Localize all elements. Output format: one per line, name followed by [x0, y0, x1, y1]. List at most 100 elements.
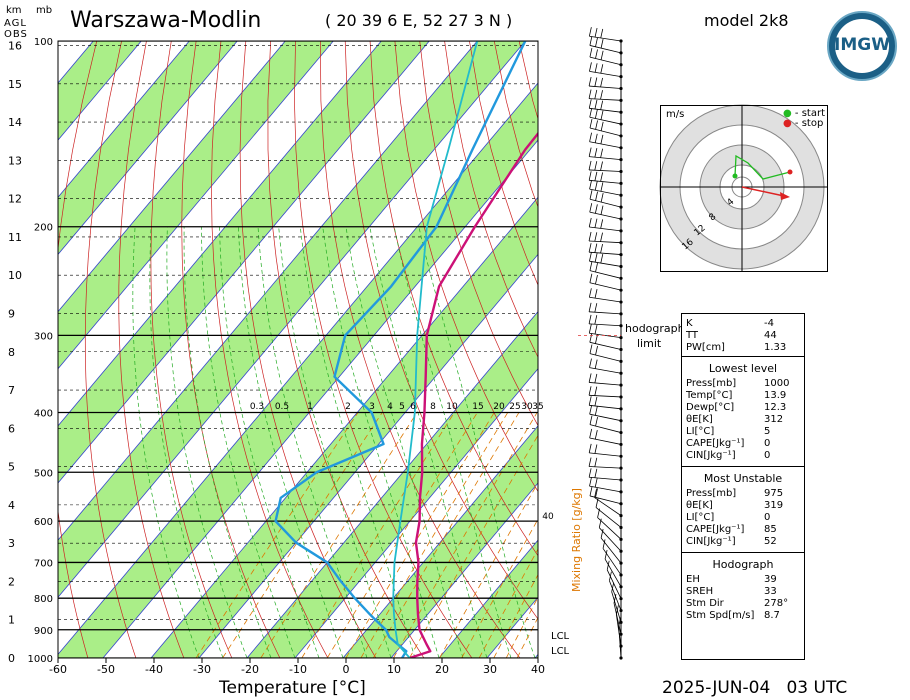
km-tick-label: 8	[8, 346, 15, 359]
wind-barb-feather	[594, 359, 598, 369]
dry-adiabat	[84, 41, 137, 658]
wind-level-dot	[619, 585, 623, 589]
index-lowest-value: 5	[764, 426, 771, 437]
index-unstable-value: 975	[764, 488, 784, 499]
index-unstable-value: 85	[764, 524, 777, 535]
hodograph-limit-label-2: limit	[637, 337, 662, 350]
index-top-row: TT 44	[682, 330, 804, 342]
hodograph-start-dot	[732, 173, 738, 179]
stop-dot-icon: ●	[783, 118, 792, 129]
wind-barb-feather	[594, 289, 598, 299]
km-tick-label: 15	[8, 78, 22, 91]
wind-barb-feather	[588, 443, 592, 453]
index-lowest-value: 0	[764, 438, 771, 449]
wind-barb-feather	[600, 28, 604, 39]
dry-adiabat	[842, 41, 910, 658]
mixing-ratio-label: 15	[472, 402, 483, 412]
temperature-tick-label: -20	[241, 663, 259, 676]
pressure-tick-label: 100	[34, 37, 53, 48]
hodograph-stop-dot	[787, 169, 793, 175]
dry-adiabat	[817, 41, 910, 658]
wind-barb-feather	[588, 160, 592, 171]
mixing-ratio-label: 3	[369, 402, 375, 412]
stop-legend-text: stop	[801, 118, 824, 129]
dewpoint-curve	[274, 41, 527, 658]
dry-adiabat	[294, 41, 473, 658]
mixing-ratio-label: 5	[399, 402, 405, 412]
index-unstable-value: 52	[764, 536, 777, 547]
station-title: Warszawa-Modlin	[70, 8, 262, 33]
mixing-ratio-label: 0.5	[275, 402, 289, 412]
index-unstable-key: CIN[Jkg⁻¹]	[686, 536, 736, 547]
wind-barb	[589, 85, 622, 89]
wind-barb-feather	[594, 386, 598, 396]
isotherm-line	[58, 41, 478, 541]
wind-barb	[589, 382, 622, 386]
wind-barb-feather	[600, 50, 604, 60]
isotherm-line	[58, 41, 286, 313]
pressure-tick-label: 700	[34, 558, 53, 569]
wind-barb-feather	[594, 109, 598, 119]
wind-level-dot	[619, 51, 623, 55]
wind-barb-feather	[589, 358, 592, 368]
wind-barb-feather	[588, 288, 592, 298]
km-tick-label: 16	[8, 40, 22, 53]
isotherm-line	[390, 482, 538, 658]
wind-barb	[589, 452, 622, 457]
km-tick-label: 11	[8, 231, 22, 244]
pressure-tick-label: 200	[34, 223, 53, 234]
wind-barb-feather	[594, 27, 598, 38]
index-unstable-key: CAPE[Jkg⁻¹]	[686, 524, 745, 535]
dry-adiabat	[892, 41, 910, 658]
wind-barb-feather	[595, 262, 598, 273]
wind-barb-feather	[600, 205, 604, 215]
wind-barb-feather	[588, 27, 592, 37]
km-tick-label: 0	[8, 652, 15, 665]
mixing-ratio-label-40: 40	[542, 512, 554, 522]
dry-adiabat	[58, 41, 98, 658]
km-label: km	[6, 5, 22, 16]
wind-barb-feather	[589, 428, 593, 439]
x-axis-label: Temperature [°C]	[219, 678, 366, 698]
imgw-logo: IMGW	[827, 11, 897, 81]
wind-barb	[595, 507, 622, 528]
wind-barb-feather	[604, 549, 608, 560]
wind-barb-feather	[589, 62, 592, 72]
index-lowest-key: CAPE[Jkg⁻¹]	[686, 438, 745, 449]
wind-barb	[589, 437, 622, 445]
mixing-ratio-label: 4	[387, 402, 393, 412]
wind-barb-feather	[589, 415, 593, 425]
pressure-tick-label: 500	[34, 468, 53, 479]
km-tick-label: 6	[8, 422, 15, 435]
isotherm-line	[198, 253, 538, 658]
wind-barb-feather	[594, 488, 597, 498]
moist-adiabat	[166, 226, 248, 658]
wind-barb-feather	[589, 333, 593, 343]
wind-barb-feather	[589, 108, 593, 118]
wind-barb	[589, 260, 622, 267]
temperature-tick-label: -60	[49, 663, 67, 676]
wind-barb-feather	[589, 180, 592, 190]
hodograph-stop-legend: ● - stop	[783, 118, 824, 129]
index-lowest-row: Dewp[°C] 12.3	[682, 402, 804, 414]
pressure-tick-label: 900	[34, 626, 53, 637]
index-hodo-value: 8.7	[764, 610, 780, 621]
wind-barb-feather	[589, 48, 593, 58]
wind-barb	[589, 332, 622, 339]
wind-barb-feather	[588, 231, 592, 242]
wind-barb-feather	[588, 89, 592, 99]
pressure-tick-label: 1000	[28, 654, 53, 665]
wind-barb-feather	[600, 64, 604, 74]
wind-barb-feather	[600, 100, 604, 110]
mixing-ratio-label: 1	[307, 402, 313, 412]
wind-barb-feather	[589, 405, 593, 415]
parcel-curve	[392, 41, 479, 658]
wind-barb-feather	[589, 477, 592, 487]
index-lowest-key: θE[K]	[686, 414, 713, 425]
wind-barb-feather	[600, 121, 604, 131]
mixing-ratio-axis-label: Mixing Ratio [g/kg]	[570, 488, 583, 592]
wind-barb	[589, 98, 622, 101]
isotherm-line	[58, 41, 190, 198]
wind-barb	[606, 569, 622, 599]
